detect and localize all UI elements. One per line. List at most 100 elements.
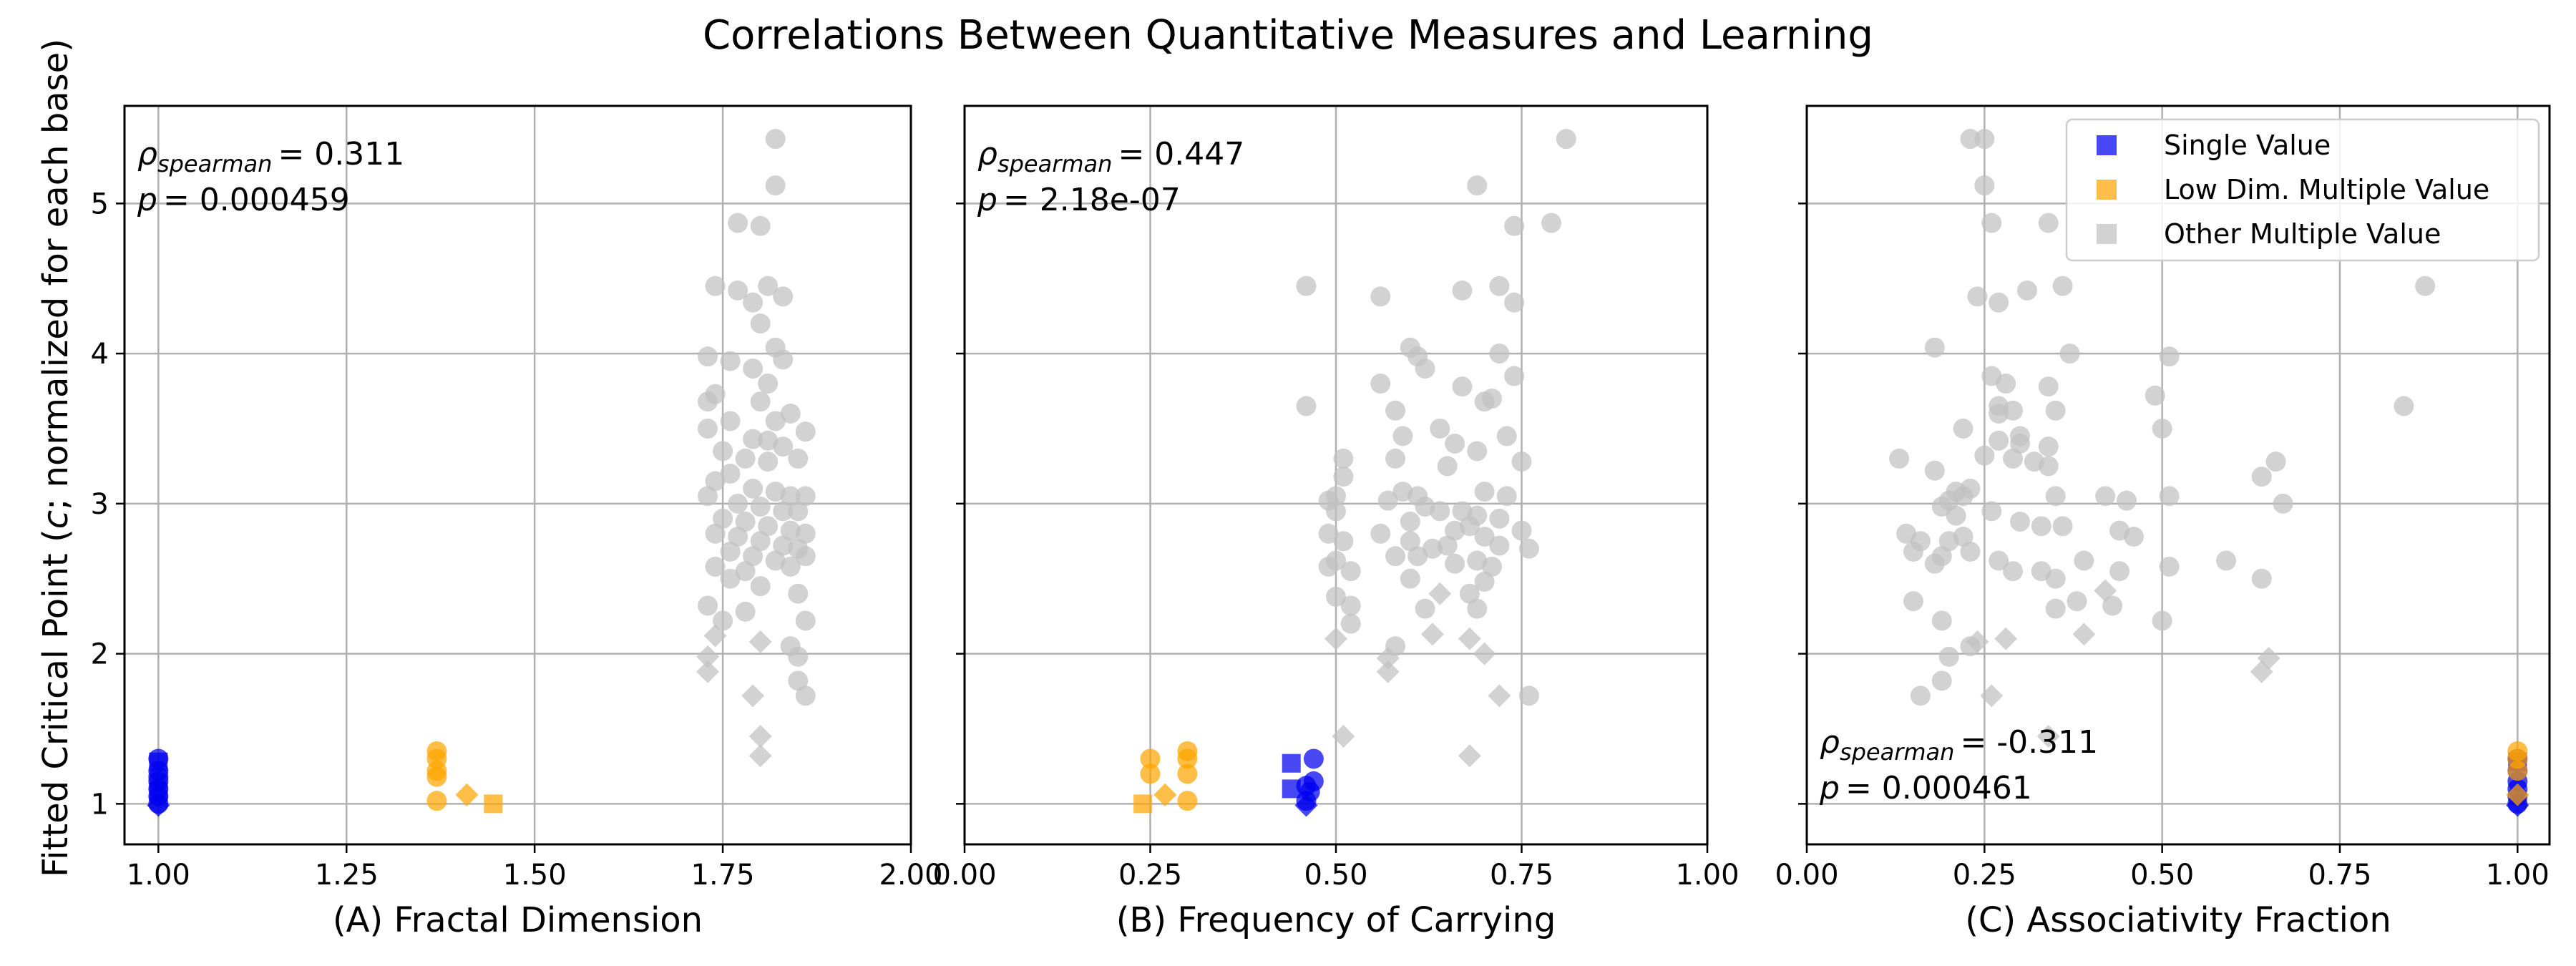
point-other-multiple-value xyxy=(728,213,748,233)
point-other-multiple-value xyxy=(743,478,763,499)
point-other-multiple-value xyxy=(1481,556,1502,577)
point-other-multiple-value xyxy=(2415,275,2436,296)
panel-b-rho-stat: ρspearman = 0.447 xyxy=(977,136,1244,177)
legend-marker xyxy=(2097,135,2117,155)
point-other-multiple-value xyxy=(2265,452,2286,472)
point-other-multiple-value xyxy=(1556,129,1576,150)
panel-c-x-tick-label: 0.25 xyxy=(1953,859,2016,892)
point-other-multiple-value xyxy=(1422,538,1443,559)
point-other-multiple-value xyxy=(750,531,771,552)
point-other-multiple-value xyxy=(1946,505,1966,526)
legend-marker xyxy=(2097,180,2117,200)
point-other-multiple-value xyxy=(1488,684,1511,708)
point-other-multiple-value xyxy=(1474,527,1495,547)
point-other-multiple-value xyxy=(773,436,794,457)
point-low-dim-multiple-value xyxy=(1140,748,1161,769)
point-other-multiple-value xyxy=(720,411,741,431)
point-other-multiple-value xyxy=(1428,582,1452,605)
point-single-value xyxy=(1294,794,1318,817)
panel-a-x-tick-label: 1.75 xyxy=(691,859,755,892)
point-other-multiple-value xyxy=(741,684,765,708)
point-other-multiple-value xyxy=(1931,497,1952,517)
point-other-multiple-value xyxy=(773,286,794,307)
point-other-multiple-value xyxy=(1445,520,1465,541)
point-other-multiple-value xyxy=(698,486,718,507)
point-other-multiple-value xyxy=(2109,561,2130,582)
point-other-multiple-value xyxy=(1481,389,1502,409)
point-other-multiple-value xyxy=(780,404,801,424)
point-other-multiple-value xyxy=(1437,535,1458,556)
point-other-multiple-value xyxy=(1370,286,1391,307)
legend-frame xyxy=(2065,118,2540,262)
point-single-value xyxy=(1282,753,1301,773)
point-other-multiple-value xyxy=(2250,660,2273,683)
legend-label: Other Multiple Value xyxy=(2164,218,2441,250)
point-other-multiple-value xyxy=(743,292,763,313)
point-other-multiple-value xyxy=(1473,642,1496,665)
point-other-multiple-value xyxy=(696,660,720,683)
legend: Single Value Low Dim. Multiple Value Other… xyxy=(2065,118,2540,262)
point-other-multiple-value xyxy=(2094,579,2117,602)
point-other-multiple-value xyxy=(2052,516,2073,537)
point-low-dim-multiple-value xyxy=(1177,791,1198,811)
point-other-multiple-value xyxy=(1489,535,1510,556)
point-other-multiple-value xyxy=(1541,213,1562,233)
panel-b-x-tick-label: 0.50 xyxy=(1304,859,1367,892)
panel-c-x-tick-label: 0.50 xyxy=(2130,859,2194,892)
point-other-multiple-value xyxy=(780,486,801,507)
point-other-multiple-value xyxy=(1474,482,1495,502)
point-other-multiple-value xyxy=(1981,213,2002,233)
point-other-multiple-value xyxy=(2067,591,2087,612)
point-other-multiple-value xyxy=(1420,623,1444,646)
point-other-multiple-value xyxy=(1989,550,2009,571)
point-other-multiple-value xyxy=(1385,400,1406,421)
point-other-multiple-value xyxy=(748,724,772,748)
panel-c: 0.00 0.25 0.50 0.75 1.00 (C) Associativity Fr… xyxy=(1775,104,2551,940)
point-single-value xyxy=(1303,748,1324,769)
point-other-multiple-value xyxy=(1967,286,1988,307)
point-other-multiple-value xyxy=(1459,583,1480,604)
point-other-multiple-value xyxy=(1953,418,1974,439)
point-other-multiple-value xyxy=(748,630,772,653)
point-other-multiple-value xyxy=(1296,275,1317,296)
point-other-multiple-value xyxy=(2059,343,2080,364)
point-low-dim-multiple-value xyxy=(1133,794,1153,814)
point-single-value xyxy=(1296,776,1317,796)
point-low-dim-multiple-value xyxy=(1177,748,1198,769)
point-other-multiple-value xyxy=(1333,448,1354,469)
point-other-multiple-value xyxy=(705,471,726,492)
point-other-multiple-value xyxy=(1489,508,1510,529)
point-other-multiple-value xyxy=(2003,400,2024,421)
point-other-multiple-value xyxy=(1458,744,1481,768)
panel-a-x-axis-label: (A) Fractal Dimension xyxy=(333,900,703,940)
point-other-multiple-value xyxy=(1430,501,1450,522)
point-other-multiple-value xyxy=(773,349,794,370)
point-other-multiple-value xyxy=(750,576,771,597)
point-other-multiple-value xyxy=(1496,486,1517,507)
panel-a-y-tick-label: 2 xyxy=(91,638,109,671)
point-other-multiple-value xyxy=(728,280,748,301)
point-other-multiple-value xyxy=(2273,493,2293,514)
point-other-multiple-value xyxy=(698,391,718,412)
point-other-multiple-value xyxy=(2072,623,2096,646)
point-other-multiple-value xyxy=(2394,396,2414,416)
point-other-multiple-value xyxy=(795,523,816,544)
panel-c-x-tick-label: 0.00 xyxy=(1775,859,1838,892)
point-other-multiple-value xyxy=(1931,610,1952,631)
point-other-multiple-value xyxy=(750,391,771,412)
point-other-multiple-value xyxy=(1340,613,1361,634)
point-other-multiple-value xyxy=(1518,538,1539,559)
point-other-multiple-value xyxy=(1296,396,1317,416)
point-other-multiple-value xyxy=(2036,724,2060,748)
panel-a-p-stat: p = 0.000459 xyxy=(137,182,350,218)
point-other-multiple-value xyxy=(773,501,794,522)
point-other-multiple-value xyxy=(2152,610,2172,631)
panel-b-p-stat: p = 2.18e-07 xyxy=(977,182,1181,218)
point-other-multiple-value xyxy=(750,313,771,334)
point-low-dim-multiple-value xyxy=(1140,763,1161,784)
point-other-multiple-value xyxy=(2003,448,2024,469)
point-other-multiple-value xyxy=(1340,561,1361,582)
point-other-multiple-value xyxy=(2038,456,2059,477)
panel-a-y-tick-label: 1 xyxy=(91,788,109,821)
point-other-multiple-value xyxy=(698,595,718,616)
